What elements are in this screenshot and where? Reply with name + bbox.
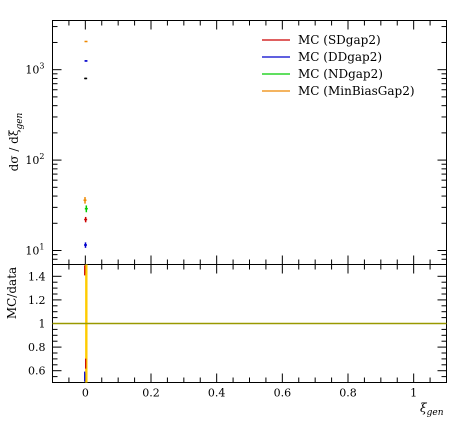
ratio-y-tick-label: 1.4 (28, 270, 46, 283)
x-axis-label: ξgen (420, 401, 444, 418)
x-tick-label: 0.8 (339, 387, 357, 400)
x-tick-label: 0.2 (142, 387, 160, 400)
ratio-y-tick-label: 1.2 (28, 294, 46, 307)
legend-label: MC (DDgap2) (298, 50, 382, 64)
x-tick-label: 0 (82, 387, 89, 400)
ratio-y-tick-label: 0.6 (28, 365, 46, 378)
x-tick-label: 0.4 (208, 387, 226, 400)
ratio-y-tick-label: 1 (39, 318, 46, 331)
main-tick-group: 101 102 103 (25, 20, 447, 265)
x-tick-label: 1 (410, 387, 417, 400)
main-plot-frame (52, 20, 447, 265)
main-y-tick-label: 103 (25, 62, 44, 77)
legend: MC (SDgap2) MC (DDgap2) MC (NDgap2) MC (Min… (262, 33, 415, 98)
ratio-data-group (52, 264, 447, 383)
legend-label: MC (MinBiasGap2) (298, 84, 415, 98)
main-y-tick-label: 102 (25, 152, 44, 167)
legend-label: MC (NDgap2) (298, 67, 383, 81)
legend-label: MC (SDgap2) (298, 33, 381, 47)
main-data-group (83, 40, 88, 248)
ratio-y-tick-label: 0.8 (28, 341, 46, 354)
main-y-tick-label: 101 (25, 242, 44, 257)
x-tick-label: 0.6 (274, 387, 292, 400)
ratio-tick-group: 0 0.2 0.4 0.6 0.8 1 0.6 0.8 1 1.2 1.4 (28, 264, 447, 400)
main-y-axis-label: dσ / dξgen (7, 112, 25, 171)
ratio-y-axis-label: MC/data (5, 267, 19, 319)
